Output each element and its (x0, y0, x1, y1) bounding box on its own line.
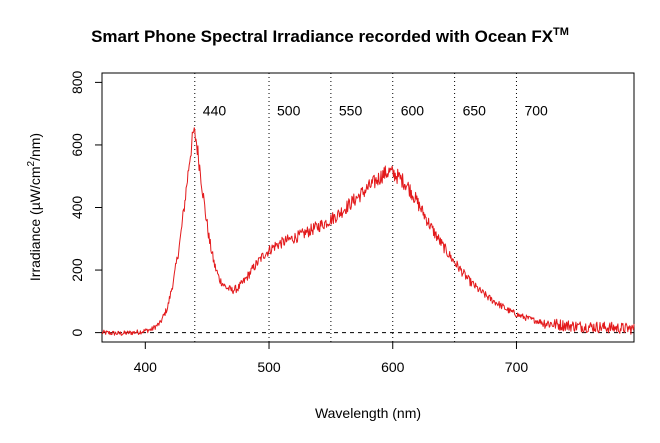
y-axis-label-pre: Irradiance (µW/cm (27, 166, 43, 281)
series-line-0 (101, 127, 635, 336)
plot-frame (101, 72, 635, 343)
x-tick-label-700: 700 (505, 359, 529, 375)
x-tick-label-600: 600 (381, 359, 405, 375)
y-tick-label-800: 800 (69, 70, 85, 94)
series-layer (101, 127, 635, 336)
reference-label-440: 440 (203, 103, 227, 119)
chart-title-main: Smart Phone Spectral Irradiance recorded… (91, 27, 554, 46)
reference-label-500: 500 (277, 103, 301, 119)
y-axis-label-superscript: 2 (26, 160, 37, 166)
y-axis-label: Irradiance (µW/cm2/nm) (26, 133, 43, 281)
x-tick-label-500: 500 (257, 359, 281, 375)
chart-title: Smart Phone Spectral Irradiance recorded… (91, 26, 569, 46)
y-tick-label-200: 200 (69, 258, 85, 282)
x-axis: 400 500 600 700 (134, 342, 529, 375)
x-tick-label-400: 400 (134, 359, 158, 375)
reference-label-700: 700 (524, 103, 548, 119)
chart-title-superscript: TM (553, 26, 569, 38)
reference-label-550: 550 (339, 103, 363, 119)
reference-label-600: 600 (401, 103, 425, 119)
y-axis: 0 200 400 600 800 (69, 70, 102, 337)
reference-label-650: 650 (463, 103, 487, 119)
y-axis-label-post: /nm) (27, 133, 43, 161)
y-tick-label-600: 600 (69, 133, 85, 157)
y-tick-label-0: 0 (69, 329, 85, 337)
y-tick-label-400: 400 (69, 196, 85, 220)
reference-lines: 440 500 550 600 650 700 (194, 73, 548, 342)
x-axis-label: Wavelength (nm) (315, 405, 421, 421)
